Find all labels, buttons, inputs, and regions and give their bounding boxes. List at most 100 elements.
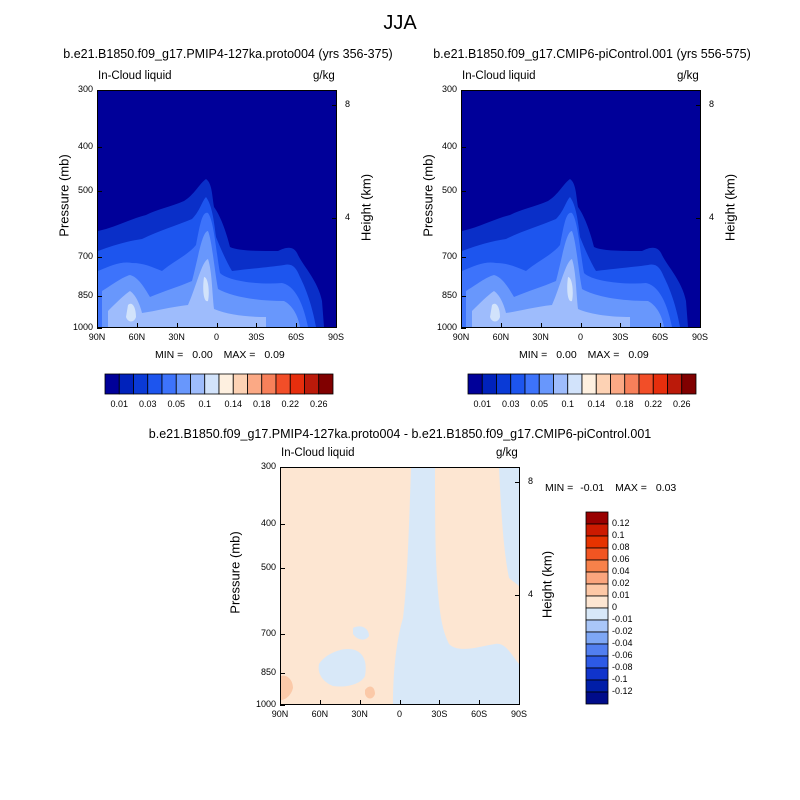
- x-tick-mark: [136, 323, 138, 328]
- y-tick-label: 1000: [436, 322, 457, 332]
- panel-1-max-label: MAX =: [223, 349, 256, 361]
- panel-2-plot-area: [461, 90, 701, 328]
- x-tick-label: 30N: [168, 332, 185, 342]
- y-right-tick-mark: [696, 104, 701, 106]
- panel-1-contour-0-05: [108, 259, 266, 327]
- colorbar-swatch: [147, 373, 163, 395]
- colorbar-label: 0.26: [309, 399, 328, 409]
- colorbar-swatch: [318, 373, 334, 395]
- panel-3-fill-negative-main: [393, 468, 519, 704]
- panel-1-min-max: MIN = 0.00 MAX = 0.09: [155, 349, 285, 361]
- x-tick-mark: [216, 323, 218, 328]
- y-right-tick-mark: [332, 217, 337, 219]
- colorbar-swatch: [585, 583, 609, 597]
- x-tick-label: 0: [577, 332, 583, 342]
- panel-3-variable-label: In-Cloud liquid: [281, 447, 355, 459]
- colorbar-swatch: [118, 373, 134, 395]
- x-tick-mark: [660, 323, 662, 328]
- colorbar-label: 0.03: [138, 399, 157, 409]
- panel-1-units-label: g/kg: [313, 70, 335, 82]
- colorbar-label: 0.05: [167, 399, 186, 409]
- colorbar-label: -0.01: [612, 614, 633, 624]
- colorbar-swatch: [467, 373, 483, 395]
- colorbar-label: 0.08: [612, 542, 630, 552]
- y-tick-label: 850: [260, 666, 276, 677]
- panel-3-min-value: -0.01: [580, 482, 605, 494]
- y-tick-label: 300: [441, 84, 457, 94]
- panel-2-y-right-axis-label: Height (km): [722, 173, 738, 242]
- y-tick-label: 400: [77, 140, 93, 151]
- colorbar-label: -0.12: [612, 686, 633, 696]
- y-tick-label: 400: [260, 517, 276, 528]
- panel-2-variable-label: In-Cloud liquid: [462, 70, 536, 82]
- y-tick-mark: [280, 634, 285, 636]
- panel-2-min-value: 0.00: [556, 349, 577, 361]
- y-right-tick-mark: [696, 217, 701, 219]
- colorbar-swatch: [524, 373, 540, 395]
- colorbar-swatch: [585, 535, 609, 549]
- x-tick-label: 90S: [510, 709, 527, 719]
- x-tick-label: 60S: [652, 332, 669, 342]
- panel-3-colorbar-swatches: [585, 511, 609, 705]
- y-tick-label: 700: [441, 251, 457, 262]
- colorbar-label: 0.01: [473, 399, 492, 409]
- panel-3-max-value: 0.03: [655, 482, 677, 494]
- panel-3-plot-area: [280, 467, 520, 705]
- colorbar-label: -0.06: [612, 650, 633, 660]
- panel-3-min-label: MIN =: [545, 482, 574, 494]
- colorbar-label: 0.03: [501, 399, 520, 409]
- y-tick-mark: [97, 90, 102, 91]
- y-right-tick-label: 8: [709, 98, 715, 109]
- colorbar-label: 0.02: [612, 578, 630, 588]
- x-tick-label: 0: [396, 709, 402, 719]
- y-right-tick-mark: [515, 594, 520, 596]
- y-tick-mark: [461, 295, 466, 297]
- panel-2-colorbar-swatches: [467, 373, 697, 395]
- colorbar-swatch: [204, 373, 220, 395]
- y-tick-mark: [461, 190, 466, 192]
- y-tick-label: 850: [441, 289, 457, 300]
- panel-2-contour-0-05: [472, 259, 630, 327]
- panel-3-fill-negative-small: [353, 626, 369, 640]
- x-tick-label: 60N: [128, 332, 146, 342]
- panel-2-y-axis-label: Pressure (mb): [420, 154, 436, 237]
- colorbar-label: -0.1: [612, 674, 628, 684]
- y-tick-label: 1000: [72, 322, 93, 332]
- panel-1-colorbar-swatches: [104, 373, 334, 395]
- y-tick-mark: [280, 467, 285, 468]
- colorbar-swatch: [585, 571, 609, 585]
- colorbar-label: 0.12: [612, 518, 630, 528]
- x-tick-label: 30S: [248, 332, 265, 342]
- panel-3-units-label: g/kg: [496, 447, 518, 459]
- x-tick-label: 90S: [327, 332, 344, 342]
- colorbar-swatch: [289, 373, 305, 395]
- colorbar-swatch: [553, 373, 569, 395]
- panel-2-max-value: 0.09: [628, 349, 649, 361]
- y-tick-label: 400: [441, 140, 457, 151]
- panel-3-fill-negative-upper: [481, 468, 519, 586]
- x-tick-label: 90N: [88, 332, 106, 342]
- y-tick-label: 500: [77, 184, 93, 195]
- y-right-tick-label: 8: [345, 98, 351, 109]
- x-tick-mark: [359, 700, 361, 705]
- colorbar-swatch: [585, 619, 609, 633]
- colorbar-swatch: [585, 643, 609, 657]
- x-tick-mark: [399, 700, 401, 705]
- x-tick-mark: [336, 323, 337, 328]
- panel-3-contours: [281, 468, 519, 704]
- y-tick-mark: [280, 523, 285, 525]
- colorbar-swatch: [585, 607, 609, 621]
- colorbar-label: -0.04: [612, 638, 633, 648]
- panel-2-units-label: g/kg: [677, 70, 699, 82]
- colorbar-swatch: [638, 373, 654, 395]
- x-tick-mark: [256, 323, 258, 328]
- colorbar-swatch: [481, 373, 497, 395]
- x-tick-label: 30N: [532, 332, 549, 342]
- x-tick-label: 0: [213, 332, 219, 342]
- panel-2-title: b.e21.B1850.f09_g17.CMIP6-piControl.001 …: [433, 47, 751, 61]
- x-tick-mark: [280, 700, 281, 705]
- panel-3-y-axis-label: Pressure (mb): [227, 531, 243, 614]
- colorbar-swatch: [232, 373, 248, 395]
- colorbar-swatch: [585, 655, 609, 669]
- colorbar-label: 0.01: [612, 590, 630, 600]
